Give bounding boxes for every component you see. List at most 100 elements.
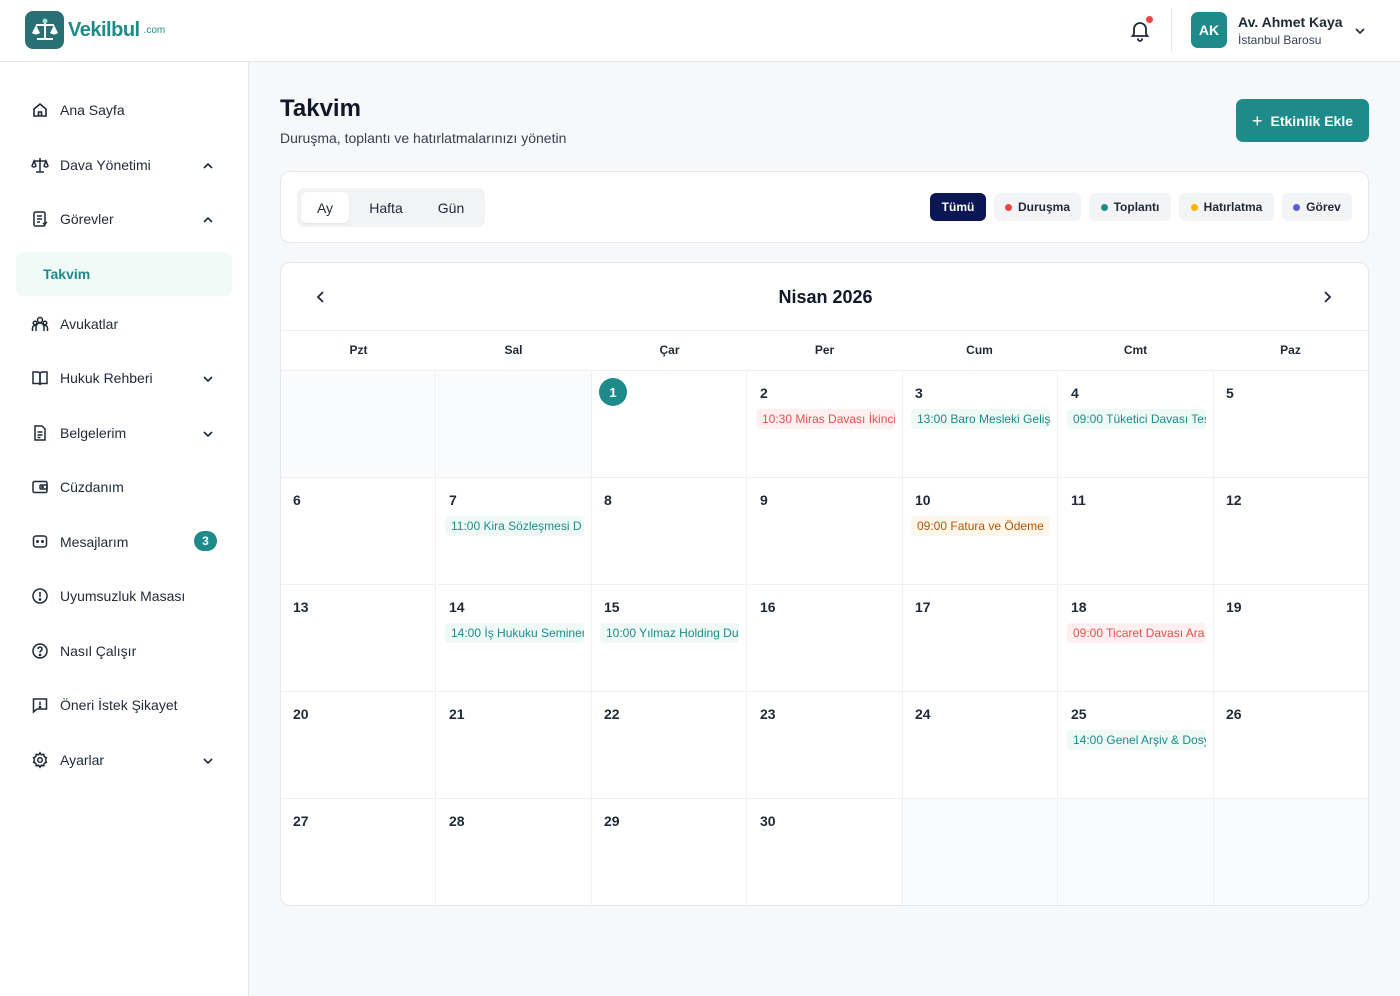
people-icon: [31, 315, 49, 333]
chevron-right-icon[interactable]: [1319, 289, 1335, 305]
day-number: 24: [915, 706, 931, 722]
calendar-event[interactable]: 09:00 Fatura ve Ödeme: [911, 516, 1050, 536]
calendar-day-cell[interactable]: 6: [281, 478, 436, 585]
calendar-event[interactable]: 09:00 Ticaret Davası Ara: [1067, 623, 1206, 643]
sidebar: Ana Sayfa Dava Yönetimi Görevler Takvim …: [0, 62, 249, 996]
day-number: 7: [449, 492, 457, 508]
weekday-label: Cmt: [1123, 343, 1148, 357]
tab-month[interactable]: Ay: [301, 192, 349, 223]
calendar-day-cell[interactable]: 27: [281, 799, 436, 905]
dot-icon: [1190, 203, 1198, 211]
calendar-day-cell[interactable]: 11: [1059, 478, 1214, 585]
calendar-event[interactable]: 09:00 Tüketici Davası Tespit: [1067, 409, 1206, 429]
tab-day[interactable]: Gün: [437, 199, 465, 216]
chevron-left-icon[interactable]: [313, 289, 329, 305]
sidebar-item-ayarlar[interactable]: Ayarlar: [16, 738, 232, 782]
calendar-day-cell[interactable]: 8: [592, 478, 747, 585]
message-icon: [31, 533, 49, 551]
calendar-day-cell[interactable]: 23: [748, 692, 903, 799]
sidebar-item-uyumsuzluk-masasi[interactable]: Uyumsuzluk Masası: [16, 574, 232, 618]
day-number: 25: [1071, 706, 1087, 722]
user-name[interactable]: Av. Ahmet Kaya: [1238, 14, 1343, 30]
calendar-day-cell[interactable]: 17: [903, 585, 1058, 692]
calendar-day-cell[interactable]: 26: [1214, 692, 1368, 799]
scales-icon: [31, 156, 49, 174]
sidebar-item-hukuk-rehberi[interactable]: Hukuk Rehberi: [16, 356, 232, 400]
calendar-event[interactable]: 10:30 Miras Davası İkinci: [756, 409, 895, 429]
brand-logo[interactable]: Vekilbul .com: [25, 11, 165, 49]
calendar-day-cell[interactable]: 24: [903, 692, 1058, 799]
calendar-day-cell[interactable]: 5: [1214, 371, 1368, 478]
calendar-day-cell[interactable]: 15 10:00 Yılmaz Holding Duruşma: [592, 585, 747, 692]
calendar-day-cell[interactable]: 30: [748, 799, 903, 905]
filter-all[interactable]: Tümü: [930, 193, 986, 221]
sidebar-item-label: Nasıl Çalışır: [60, 643, 137, 659]
calendar-day-cell[interactable]: 16: [748, 585, 903, 692]
filter-durusma[interactable]: Duruşma: [994, 193, 1081, 221]
calendar-day-cell[interactable]: 4 09:00 Tüketici Davası Tespit: [1059, 371, 1214, 478]
sidebar-item-label: Ayarlar: [60, 752, 105, 768]
sidebar-item-gorevler[interactable]: Görevler: [16, 197, 232, 241]
sidebar-item-avukatlar[interactable]: Avukatlar: [16, 302, 232, 346]
calendar-day-cell[interactable]: 28: [437, 799, 592, 905]
alert-circle-icon: [31, 587, 49, 605]
calendar-day-cell[interactable]: 21: [437, 692, 592, 799]
calendar-grid: 1 2 10:30 Miras Davası İkinci 3 13:00 Baro M…: [281, 371, 1368, 905]
calendar-empty-cell: [903, 799, 1058, 905]
calendar-day-cell[interactable]: 25 14:00 Genel Arşiv & Dosya: [1059, 692, 1214, 799]
top-bar: Vekilbul .com AK Av. Ahmet Kaya İstanbul …: [0, 0, 1400, 62]
calendar-day-cell[interactable]: 7 11:00 Kira Sözleşmesi D: [437, 478, 592, 585]
calendar-day-cell[interactable]: 10 09:00 Fatura ve Ödeme: [903, 478, 1058, 585]
page-subtitle: Duruşma, toplantı ve hatırlatmalarınızı …: [280, 130, 567, 146]
calendar-event[interactable]: 11:00 Kira Sözleşmesi D: [445, 516, 584, 536]
calendar-day-cell[interactable]: 20: [281, 692, 436, 799]
tab-week[interactable]: Hafta: [369, 199, 403, 216]
sidebar-item-takvim[interactable]: Takvim: [16, 252, 232, 296]
calendar-day-cell[interactable]: 18 09:00 Ticaret Davası Ara: [1059, 585, 1214, 692]
calendar-day-cell[interactable]: 14 14:00 İş Hukuku Semineri: [437, 585, 592, 692]
day-number: 17: [915, 599, 931, 615]
wallet-icon: [31, 478, 49, 496]
unread-count-badge: 3: [194, 531, 217, 551]
sidebar-item-ana-sayfa[interactable]: Ana Sayfa: [16, 88, 232, 132]
chevron-down-icon[interactable]: [1354, 24, 1366, 36]
page-title: Takvim: [280, 95, 361, 122]
day-number: 9: [760, 492, 768, 508]
calendar-day-cell[interactable]: 22: [592, 692, 747, 799]
sidebar-item-dava-yonetimi[interactable]: Dava Yönetimi: [16, 143, 232, 187]
day-number: 27: [293, 813, 309, 829]
day-number: 18: [1071, 599, 1087, 615]
feedback-icon: [31, 696, 49, 714]
calendar-day-cell[interactable]: 13: [281, 585, 436, 692]
sidebar-item-cuzdanim[interactable]: Cüzdanım: [16, 465, 232, 509]
filter-hatirlatma[interactable]: Hatırlatma: [1179, 193, 1274, 221]
notification-bell-icon[interactable]: [1128, 18, 1152, 42]
calendar-day-cell[interactable]: 19: [1214, 585, 1368, 692]
plus-icon: +: [1252, 110, 1263, 131]
calendar-day-cell[interactable]: 3 13:00 Baro Mesleki Gelişim: [903, 371, 1058, 478]
day-number: 30: [760, 813, 776, 829]
calendar-event[interactable]: 14:00 Genel Arşiv & Dosya: [1067, 730, 1206, 750]
calendar-day-cell[interactable]: 12: [1214, 478, 1368, 585]
weekday-label: Cum: [966, 343, 993, 357]
add-event-label: Etkinlik Ekle: [1270, 112, 1353, 129]
sidebar-item-oneri-istek-sikayet[interactable]: Öneri İstek Şikayet: [16, 683, 232, 727]
filter-toplanti[interactable]: Toplantı: [1089, 193, 1171, 221]
sidebar-item-belgelerim[interactable]: Belgelerim: [16, 411, 232, 455]
calendar-event[interactable]: 14:00 İş Hukuku Semineri: [445, 623, 584, 643]
add-event-button[interactable]: + Etkinlik Ekle: [1236, 99, 1369, 142]
calendar-day-cell[interactable]: 2 10:30 Miras Davası İkinci: [748, 371, 903, 478]
gear-icon: [31, 751, 49, 769]
sidebar-item-label: Görevler: [60, 211, 114, 227]
day-number: 19: [1226, 599, 1242, 615]
sidebar-item-mesajlarim[interactable]: Mesajlarım 3: [16, 520, 232, 564]
sidebar-item-nasil-calisir[interactable]: Nasıl Çalışır: [16, 629, 232, 673]
sidebar-item-label: Takvim: [43, 266, 91, 282]
calendar-event[interactable]: 13:00 Baro Mesleki Gelişim: [911, 409, 1050, 429]
calendar-day-cell[interactable]: 9: [748, 478, 903, 585]
calendar-day-cell[interactable]: 29: [592, 799, 747, 905]
calendar-event[interactable]: 10:00 Yılmaz Holding Duruşma: [600, 623, 739, 643]
calendar-day-cell[interactable]: 1: [592, 371, 747, 478]
filter-gorev[interactable]: Görev: [1282, 193, 1352, 221]
avatar[interactable]: AK: [1191, 12, 1227, 48]
